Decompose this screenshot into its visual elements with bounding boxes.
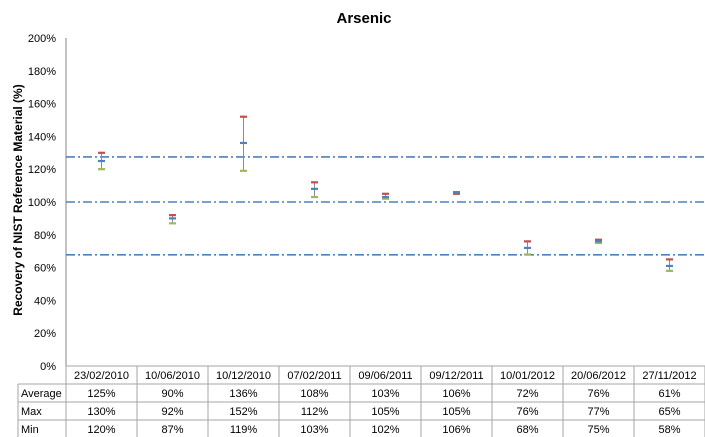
y-axis-label: Recovery of NIST Reference Material (%) <box>11 84 25 315</box>
table-cell: 103% <box>371 388 399 400</box>
table-cell: 61% <box>658 388 680 400</box>
table-cell: 106% <box>442 388 470 400</box>
y-tick-label: 100% <box>28 197 56 209</box>
table-cell: 106% <box>442 424 470 436</box>
y-tick-label: 200% <box>28 33 56 45</box>
table-row-label: Average <box>21 388 62 400</box>
x-tick-label: 10/06/2010 <box>145 370 200 382</box>
y-tick-label: 120% <box>28 164 56 176</box>
data-table: 23/02/2010 10/06/2010 10/12/2010 07/02/2011… <box>17 365 705 437</box>
table-cell: 120% <box>87 424 115 436</box>
table-cell: 108% <box>300 388 328 400</box>
reference-lines <box>66 156 705 256</box>
table-cell: 105% <box>442 406 470 418</box>
table-cell: 102% <box>371 424 399 436</box>
x-tick-label: 20/06/2012 <box>571 370 626 382</box>
x-tick-label: 09/12/2011 <box>429 370 483 382</box>
y-tick-label: 180% <box>28 66 56 78</box>
table-cell: 77% <box>587 406 609 418</box>
x-tick-label: 10/01/2012 <box>500 370 555 382</box>
y-tick-labels: 0% 20% 40% 60% 80% 100% 120% 140% 160% 180% 200% <box>28 33 56 373</box>
table-cell: 72% <box>516 388 538 400</box>
table-cell: 65% <box>658 406 680 418</box>
table-cell: 119% <box>230 424 258 436</box>
table-cell: 152% <box>229 406 257 418</box>
y-tick-label: 60% <box>34 263 56 275</box>
table-cell: 87% <box>161 424 183 436</box>
table-row-label: Max <box>21 406 42 418</box>
data-marks <box>98 115 673 272</box>
table-cell: 76% <box>587 388 609 400</box>
table-cell: 75% <box>587 424 609 436</box>
x-tick-label: 10/12/2010 <box>216 370 271 382</box>
x-tick-label: 07/02/2011 <box>287 370 341 382</box>
x-tick-label: 27/11/2012 <box>642 370 696 382</box>
y-tick-label: 20% <box>34 328 56 340</box>
y-tick-label: 40% <box>34 295 56 307</box>
table-cell: 90% <box>161 388 183 400</box>
table-cell: 68% <box>516 424 538 436</box>
table-cell: 125% <box>87 388 115 400</box>
x-tick-label: 09/06/2011 <box>358 370 412 382</box>
table-cell: 92% <box>161 406 183 418</box>
y-tick-label: 0% <box>40 361 56 373</box>
table-cell: 103% <box>300 424 328 436</box>
table-row-label: Min <box>21 424 39 436</box>
x-tick-label: 23/02/2010 <box>74 370 129 382</box>
table-cell: 130% <box>87 406 115 418</box>
y-tick-label: 140% <box>28 131 56 143</box>
y-tick-label: 160% <box>28 99 56 111</box>
chart-title: Arsenic <box>336 10 391 27</box>
table-cell: 105% <box>371 406 399 418</box>
table-cell: 136% <box>229 388 257 400</box>
table-cell: 58% <box>658 424 680 436</box>
table-cell: 112% <box>301 406 329 418</box>
table-cell: 76% <box>516 406 538 418</box>
y-tick-label: 80% <box>34 230 56 242</box>
